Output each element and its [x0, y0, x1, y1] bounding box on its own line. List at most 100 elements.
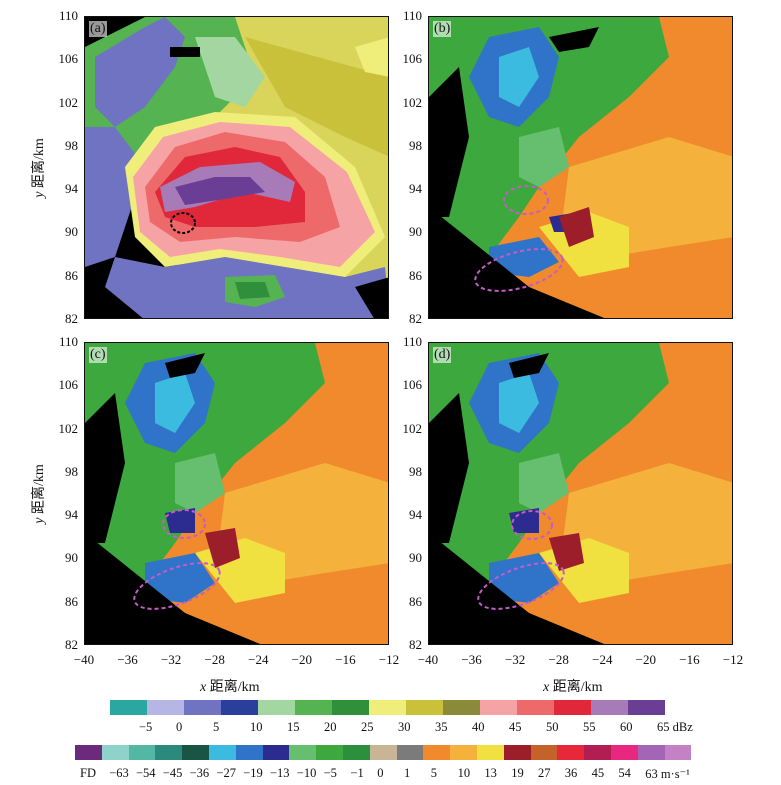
reflectivity-swatch-7: [369, 700, 406, 715]
bottom-left-y-tick-4: 94: [65, 507, 78, 523]
velocity-swatch-0: [75, 745, 102, 760]
bottom-right-y-tick-4: 94: [409, 507, 422, 523]
right-x-tick-1: −36: [461, 652, 482, 667]
reflectivity-swatch-13: [591, 700, 628, 715]
velocity-swatch-4: [182, 745, 209, 760]
left-x-tick-4: −24: [248, 652, 269, 667]
left-x-tick-2: −32: [160, 652, 182, 667]
velocity-label-18: 36: [564, 766, 578, 780]
velocity-label-2: −54: [136, 766, 156, 780]
velocity-swatch-9: [316, 745, 343, 760]
reflectivity-label-3: 10: [250, 720, 263, 734]
left-x-tick-0: −40: [73, 652, 95, 667]
reflectivity-swatch-2: [184, 700, 221, 715]
reflectivity-swatch-3: [221, 700, 258, 715]
velocity-swatch-18: [557, 745, 585, 760]
x-axis-label-right: x 距离/km: [543, 680, 603, 695]
velocity-swatch-5: [208, 745, 236, 760]
velocity-swatch-16: [503, 745, 531, 760]
top-left-y-tick-0: 110: [58, 8, 78, 23]
left-x-tick-7: −12: [378, 652, 400, 667]
velocity-label-10: −1: [350, 766, 364, 780]
top-right-y-tick-0: 110: [402, 8, 422, 23]
top-right-y-tick-4: 94: [409, 181, 422, 197]
velocity-label-19: 45: [591, 766, 605, 780]
velocity-swatch-6: [235, 745, 263, 760]
top-left-y-tick-5: 90: [65, 224, 78, 240]
velocity-label-17: 27: [538, 766, 551, 780]
top-left-y-tick-7: 82: [65, 311, 78, 326]
panel-b-letter: (b): [433, 21, 452, 37]
velocity-label-12: 1: [404, 766, 411, 780]
velocity-swatch-21: [637, 745, 665, 760]
velocity-label-9: −5: [323, 766, 337, 780]
velocity-label-0: FD: [80, 766, 96, 780]
right-x-tick-4: −24: [592, 652, 613, 667]
right-x-tick-7: −12: [722, 652, 744, 667]
panel-c-lower-annotation: [133, 562, 221, 610]
panel-c-letter: (c): [89, 347, 107, 363]
bottom-left-y-tick-5: 90: [65, 550, 78, 566]
left-x-tick-6: −16: [335, 652, 356, 667]
reflectivity-colorbar: [110, 700, 665, 715]
reflectivity-swatch-10: [480, 700, 517, 715]
reflectivity-label-1: 0: [176, 720, 183, 734]
reflectivity-swatch-8: [406, 700, 443, 715]
top-left-y-tick-3: 98: [65, 137, 78, 153]
right-x-tick-0: −40: [417, 652, 439, 667]
reflectivity-label-6: 25: [361, 720, 374, 734]
reflectivity-label-7: 30: [398, 720, 411, 734]
x-axis-label-left: x 距离/km: [200, 680, 260, 695]
velocity-label-1: −63: [109, 766, 129, 780]
reflectivity-swatch-12: [554, 700, 591, 715]
top-left-y-tick-6: 86: [65, 267, 78, 283]
reflectivity-label-12: 55: [583, 720, 596, 734]
panel-b-velocity: (b): [428, 16, 733, 319]
bottom-right-y-tick-7: 82: [409, 637, 422, 652]
velocity-label-5: −27: [216, 766, 236, 780]
velocity-label-11: 0: [377, 766, 384, 780]
velocity-swatch-17: [530, 745, 558, 760]
reflectivity-label-11: 50: [546, 720, 559, 734]
top-right-y-tick-2: 102: [402, 94, 423, 110]
right-x-tick-2: −32: [504, 652, 526, 667]
velocity-swatch-10: [342, 745, 370, 760]
reflectivity-label-14: 65 dBz: [657, 720, 693, 734]
velocity-label-8: −10: [296, 766, 317, 780]
top-right-y-tick-6: 86: [409, 267, 422, 283]
right-x-tick-5: −20: [635, 652, 657, 667]
velocity-label-21: 63 m·s⁻¹: [645, 767, 690, 781]
top-right-y-tick-7: 82: [409, 311, 422, 326]
reflectivity-swatch-0: [110, 700, 147, 715]
bottom-right-y-tick-1: 106: [402, 377, 423, 393]
panel-d-lower-annotation: [477, 562, 565, 610]
velocity-swatch-11: [369, 745, 397, 760]
velocity-label-16: 19: [511, 766, 524, 780]
reflectivity-label-10: 45: [509, 720, 522, 734]
bottom-right-y-tick-6: 86: [409, 593, 422, 609]
panel-d-velocity: (d): [428, 342, 733, 645]
panel-a-reflectivity: (a): [84, 16, 389, 319]
right-x-tick-3: −28: [548, 652, 569, 667]
bottom-left-y-tick-3: 98: [65, 463, 78, 479]
velocity-label-7: −13: [270, 766, 290, 780]
panel-c-velocity: (c): [84, 342, 389, 645]
panel-b-mesocyclone-annotation: [503, 185, 549, 215]
panel-a-plot: [85, 17, 388, 318]
panel-b-lower-annotation: [474, 248, 564, 292]
bottom-left-y-tick-2: 102: [58, 420, 79, 436]
reflectivity-label-2: 5: [213, 720, 220, 734]
velocity-swatch-15: [476, 745, 504, 760]
reflectivity-swatch-11: [517, 700, 554, 715]
panel-a-circle-annotation: [170, 212, 196, 234]
reflectivity-label-9: 40: [472, 720, 485, 734]
reflectivity-swatch-1: [147, 700, 184, 715]
velocity-swatch-7: [262, 745, 290, 760]
velocity-label-4: −36: [189, 766, 210, 780]
reflectivity-label-4: 15: [287, 720, 300, 734]
bottom-left-y-tick-7: 82: [65, 637, 78, 652]
panel-c-plot: [85, 343, 388, 644]
left-x-tick-5: −20: [291, 652, 313, 667]
reflectivity-swatch-5: [295, 700, 332, 715]
bottom-left-y-tick-6: 86: [65, 593, 78, 609]
